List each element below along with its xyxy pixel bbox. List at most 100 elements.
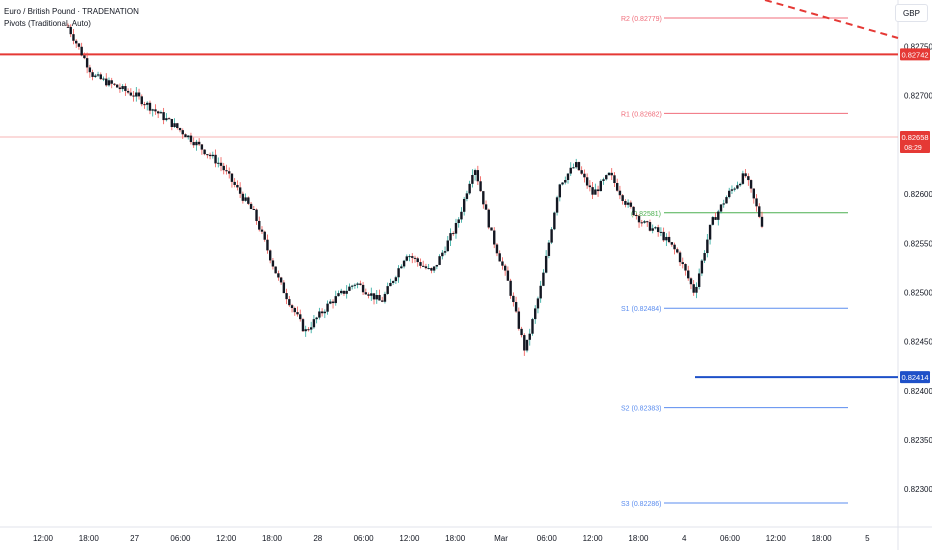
candle-body [320, 311, 324, 314]
candle-body [94, 75, 97, 77]
candle-body [288, 299, 291, 306]
candle-body [678, 252, 682, 263]
x-tick-label: 12:00 [583, 534, 604, 543]
candle-body [629, 202, 633, 207]
candle-body [572, 167, 575, 169]
candle-body [96, 74, 100, 76]
candle-body [400, 266, 403, 269]
candle-body [558, 184, 562, 198]
candle-body [121, 86, 124, 90]
candle-body [449, 233, 452, 241]
candle-body [340, 290, 343, 294]
candle-body [173, 123, 176, 127]
candle-body [501, 261, 504, 266]
candle-body [91, 72, 94, 77]
candle-body [457, 219, 460, 223]
y-tick-label: 0.82350 [904, 436, 932, 445]
candle-body [88, 67, 92, 73]
candle-body [689, 278, 693, 285]
candle-body [607, 172, 611, 176]
candle-body [244, 197, 247, 201]
candle-body [334, 296, 337, 304]
pivot-label: (0.82581) [631, 211, 661, 218]
candle-body [74, 40, 78, 44]
symbol-title[interactable]: Euro / British Pound [4, 7, 76, 16]
current-price-badge [900, 131, 930, 154]
price-badges: 0.82742 0.82414 0.82658 08:29 [900, 48, 930, 384]
candle-body [706, 239, 709, 254]
candle-body [345, 290, 348, 294]
candle-body [181, 130, 184, 135]
candle-body [717, 211, 720, 220]
candle-body [725, 197, 728, 204]
candle-body [749, 180, 753, 189]
pivot-label: S2 (0.82383) [621, 406, 661, 413]
candle-body [714, 217, 717, 220]
candle-body [408, 256, 411, 258]
candle-body [383, 293, 387, 302]
candle-body [381, 300, 384, 302]
candle-body [711, 217, 715, 225]
x-tick-label: 18:00 [812, 534, 833, 543]
candle-body [594, 189, 597, 195]
candle-body [170, 118, 174, 127]
candle-body [118, 87, 122, 90]
candle-body [80, 46, 83, 56]
candle-body [162, 112, 165, 121]
candle-body [615, 183, 619, 191]
candle-body [635, 215, 638, 217]
candle-body [389, 282, 392, 287]
candle-body [140, 96, 143, 105]
candle-body [520, 328, 523, 336]
candle-body [419, 262, 422, 266]
candle-body [506, 270, 510, 281]
candle-body [326, 303, 329, 312]
candle-body [143, 104, 146, 106]
candle-body [394, 277, 398, 282]
candle-body [200, 144, 204, 150]
candle-body [427, 268, 430, 270]
candle-body [266, 239, 269, 251]
trend-line-dashed[interactable] [764, 0, 899, 39]
candle-body [509, 280, 512, 296]
currency-button[interactable]: GBP [895, 4, 928, 22]
horizontal-levels [0, 53, 898, 379]
candle-body [263, 231, 266, 240]
candle-body [233, 181, 236, 185]
pivot-label: S3 (0.82286) [621, 501, 661, 508]
candle-body [476, 170, 480, 182]
candle-body [626, 202, 630, 205]
candle-body [514, 302, 518, 312]
pivot-label: S1 (0.82484) [621, 306, 661, 313]
candle-body [553, 212, 556, 230]
candle-body [361, 284, 365, 293]
candle-body [413, 257, 417, 259]
x-tick-label: 12:00 [766, 534, 787, 543]
candle-body [618, 190, 622, 196]
candle-body [367, 294, 370, 296]
candle-body [252, 209, 255, 211]
candle-series [66, 23, 764, 356]
candle-body [282, 282, 286, 294]
candle-body [247, 197, 250, 204]
candle-body [315, 317, 318, 320]
candle-body [217, 162, 220, 164]
candle-body [542, 272, 545, 286]
candle-body [323, 311, 327, 314]
candle-body [268, 250, 272, 261]
candle-body [230, 173, 234, 182]
candle-body [165, 118, 168, 121]
indicator-label[interactable]: Pivots (Traditional, Auto) [4, 19, 91, 28]
candle-body [531, 319, 534, 334]
candle-body [285, 293, 288, 300]
level-price-badge [900, 48, 930, 61]
candle-body [479, 181, 482, 192]
chart-legend: Euro / British Pound · TRADENATION Pivot… [4, 6, 139, 30]
candle-body [566, 173, 570, 181]
x-tick-label: 18:00 [445, 534, 466, 543]
candle-body [602, 179, 605, 181]
x-tick-label: 27 [130, 534, 139, 543]
candle-body [656, 227, 660, 233]
y-tick-label: 0.82500 [904, 288, 932, 297]
